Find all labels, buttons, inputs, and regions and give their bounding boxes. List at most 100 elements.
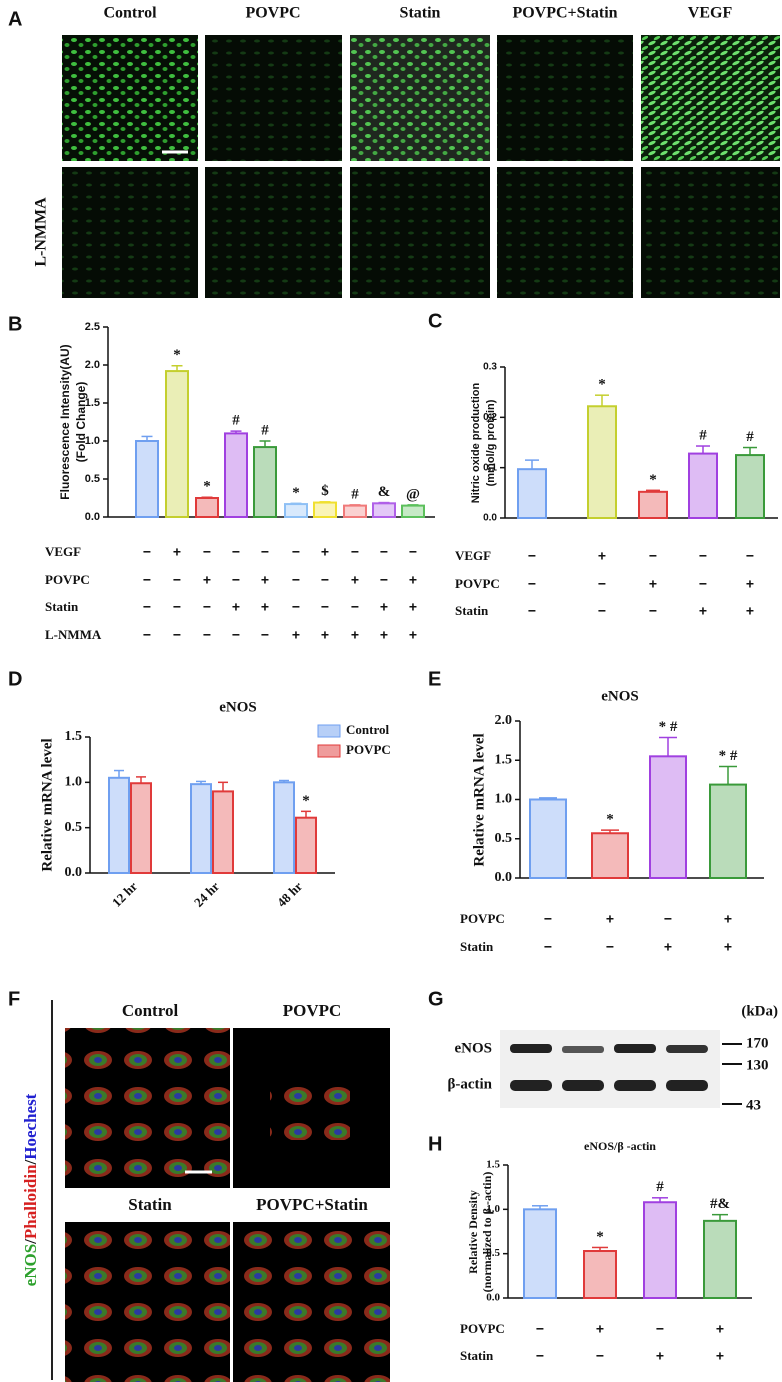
y-tick-label: 0.0 <box>85 511 100 523</box>
bar <box>295 816 317 875</box>
row-label: L-NMMA <box>33 197 50 267</box>
treatment-sign: − <box>173 572 181 588</box>
y-tick-label: 0.5 <box>85 473 100 485</box>
y-tick-label: 0.1 <box>483 462 497 473</box>
y-tick-label: 0.0 <box>65 865 83 880</box>
stain-part: eNOS <box>21 1244 40 1287</box>
treatment-label: VEGF <box>45 544 81 559</box>
bar <box>583 1250 617 1300</box>
treatment-label: VEGF <box>455 548 491 563</box>
treatment-sign: − <box>232 544 240 560</box>
micrograph <box>350 167 490 298</box>
panel-letter: G <box>428 988 444 1010</box>
treatment-sign: − <box>261 627 269 643</box>
panel-letter: H <box>428 1133 442 1155</box>
column-label: POVPC+Statin <box>256 1195 368 1214</box>
treatment-sign: − <box>351 544 359 560</box>
treatment-sign: − <box>409 544 417 560</box>
legend-swatch <box>317 724 341 738</box>
treatment-sign: + <box>656 1348 664 1364</box>
treatment-sign: − <box>544 911 552 927</box>
bar <box>343 504 367 519</box>
y-tick-label: 0.3 <box>483 362 497 373</box>
treatment-sign: − <box>173 599 181 615</box>
y-tick-label: 2.0 <box>495 713 513 728</box>
legend-label: Control <box>346 722 389 737</box>
band <box>562 1046 604 1053</box>
treatment-sign: + <box>724 939 732 955</box>
legend-swatch <box>317 744 341 758</box>
treatment-sign: + <box>724 911 732 927</box>
y-tick-label: 1.5 <box>65 729 83 744</box>
bar <box>638 490 668 519</box>
y-axis-label: Fluorescence Intensity(AU) <box>58 344 72 499</box>
treatment-sign: + <box>351 627 359 643</box>
treatment-sign: − <box>351 599 359 615</box>
treatment-sign: − <box>380 572 388 588</box>
significance-label: & <box>378 484 391 500</box>
treatment-sign: − <box>143 599 151 615</box>
significance-label: # <box>656 1179 664 1195</box>
y-axis-label: (normalized to β -actin) <box>480 1172 494 1293</box>
panel-letter: F <box>8 988 20 1010</box>
treatment-label: Statin <box>455 603 489 618</box>
x-tick-label: 24 hr <box>191 878 222 909</box>
micrograph <box>641 167 780 298</box>
confocal-image <box>65 1222 230 1382</box>
treatment-sign: + <box>409 627 417 643</box>
treatment-sign: + <box>292 627 300 643</box>
treatment-sign: − <box>528 603 536 619</box>
bar <box>165 370 189 518</box>
treatment-sign: − <box>699 576 707 592</box>
column-label: POVPC <box>245 5 300 22</box>
bar <box>649 755 687 880</box>
significance-label: $ <box>321 483 329 499</box>
y-tick-label: 1.5 <box>85 397 100 409</box>
significance-label: * <box>649 472 657 488</box>
treatment-label: L-NMMA <box>45 627 102 642</box>
treatment-sign: + <box>321 627 329 643</box>
x-tick-label: 48 hr <box>274 878 305 909</box>
micrograph-row <box>62 35 780 298</box>
panel-letter: C <box>428 310 442 332</box>
significance-label: # <box>351 486 359 502</box>
treatment-sign: − <box>203 599 211 615</box>
significance-label: * # <box>659 719 678 735</box>
y-tick-label: 2.0 <box>85 359 100 371</box>
treatment-sign: − <box>261 544 269 560</box>
column-label: Statin <box>400 5 441 22</box>
bar <box>195 497 219 518</box>
treatment-sign: − <box>544 939 552 955</box>
chart-title: eNOS/β -actin <box>584 1139 656 1153</box>
chart-title: eNOS <box>601 688 639 704</box>
treatment-label: POVPC <box>460 911 505 926</box>
treatment-sign: − <box>321 572 329 588</box>
blot-label: eNOS <box>455 1040 493 1056</box>
treatment-sign: − <box>746 548 754 564</box>
treatment-sign: − <box>292 599 300 615</box>
treatment-label: POVPC <box>455 576 500 591</box>
y-tick-label: 0.5 <box>495 831 513 846</box>
stain-label: eNOS/Phalloidin/Hoechest <box>21 1093 40 1286</box>
bar <box>372 502 396 519</box>
treatment-sign: + <box>261 572 269 588</box>
y-tick-label: 1.0 <box>495 792 513 807</box>
x-tick-label: 12 hr <box>109 878 140 909</box>
y-tick-label: 0.0 <box>486 1292 500 1304</box>
significance-label: * <box>598 377 606 393</box>
micrograph <box>497 35 633 161</box>
treatment-sign: − <box>596 1348 604 1364</box>
treatment-sign: + <box>746 576 754 592</box>
treatment-sign: + <box>409 599 417 615</box>
column-label: POVPC <box>283 1001 342 1020</box>
bar <box>587 405 617 520</box>
treatment-sign: − <box>528 548 536 564</box>
treatment-sign: − <box>598 576 606 592</box>
treatment-sign: + <box>649 576 657 592</box>
stain-part: / <box>21 1159 40 1165</box>
treatment-sign: − <box>321 599 329 615</box>
y-axis-label: Nitric oxide production <box>470 383 482 504</box>
bar <box>284 503 308 518</box>
chart-title: eNOS <box>219 699 257 715</box>
